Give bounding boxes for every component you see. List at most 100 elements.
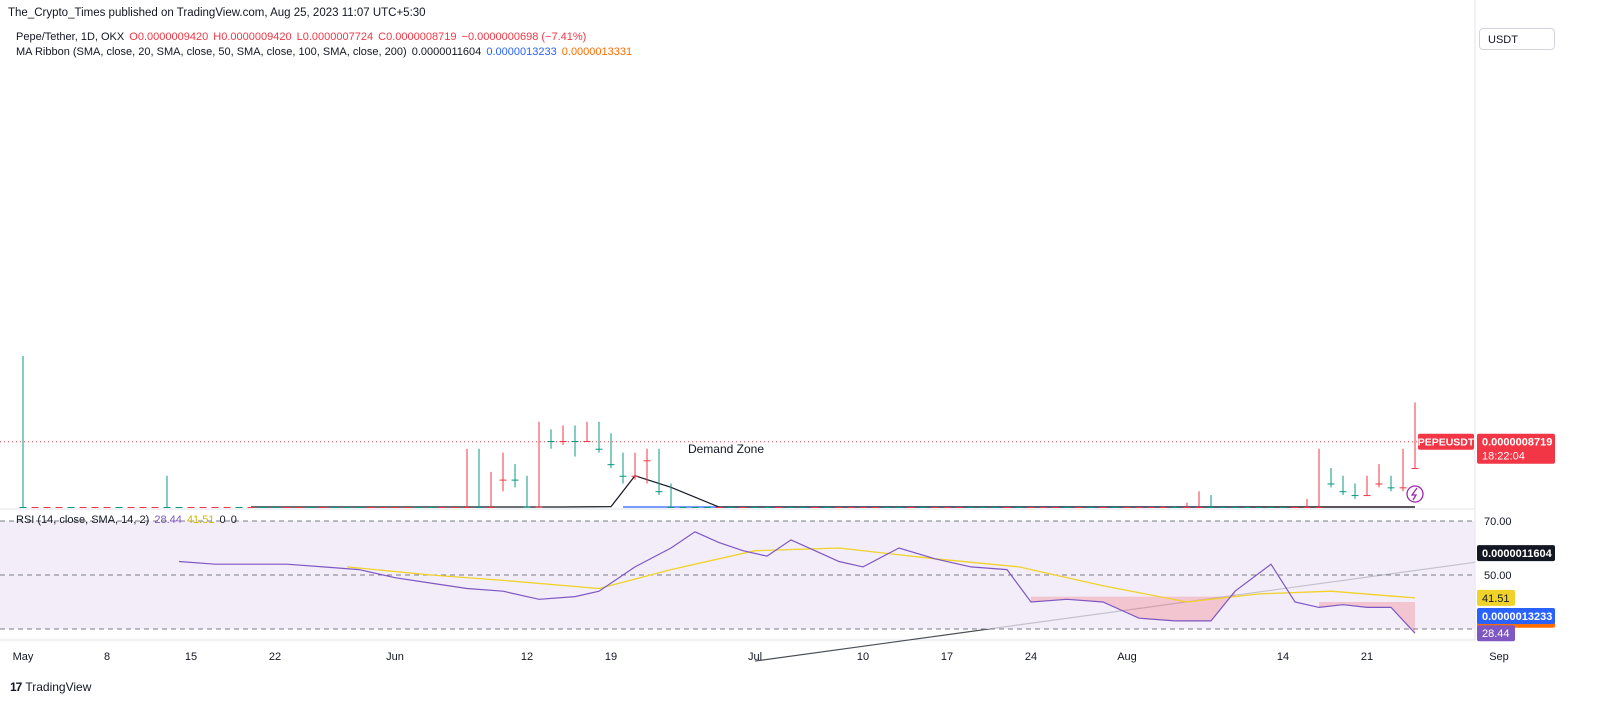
candle-body [583, 441, 591, 442]
symbol-name[interactable]: Pepe/Tether, 1D, OKX [16, 31, 125, 43]
candle-body [1183, 507, 1191, 508]
ma-ribbon-legend[interactable]: MA Ribbon (SMA, close, 20, SMA, close, 5… [16, 46, 634, 58]
candle-body [43, 507, 51, 508]
ohlc-open: O0.0000009420 [129, 31, 209, 43]
x-tick-label: May [13, 651, 34, 663]
candle-body [259, 507, 267, 508]
candle-body [619, 475, 627, 477]
rsi-zero-1: 0 [219, 514, 226, 526]
publisher-line: The_Crypto_Times published on TradingVie… [8, 7, 426, 19]
price-label-box [1477, 433, 1555, 464]
candle-body [823, 507, 831, 508]
candle-body [859, 507, 867, 508]
candle-body [691, 507, 699, 508]
candle-body [19, 507, 27, 508]
candle-body [1087, 507, 1095, 508]
candle-body [787, 507, 795, 508]
x-tick-label: 12 [521, 651, 533, 663]
price-label-box [1477, 608, 1555, 625]
rsi-value-label: 41.51 [1482, 593, 1510, 605]
ma-ribbon-label: MA Ribbon (SMA, close, 20, SMA, close, 5… [16, 46, 407, 58]
candle-body [151, 507, 159, 508]
candle-body [283, 507, 291, 508]
ma-value-3: 0.0000013331 [561, 46, 633, 58]
candle-body [907, 507, 915, 508]
x-tick-label: 10 [857, 651, 869, 663]
candle-body [1243, 507, 1251, 508]
rsi-value: 28.44 [154, 514, 182, 526]
candle-body [1111, 507, 1119, 508]
candle-body [799, 507, 807, 508]
candle-body [595, 448, 603, 450]
candle-body [427, 507, 435, 508]
rsi-sma-line [346, 547, 1416, 603]
candle-body [271, 507, 279, 508]
rsi-value-label-box [1477, 625, 1515, 642]
countdown-label: 18:22:04 [1482, 451, 1525, 463]
candle-body [31, 507, 39, 508]
x-tick-label: 17 [941, 651, 953, 663]
rsi-value-label-box [1477, 589, 1515, 606]
price-label: 0.0000011604 [1482, 548, 1553, 560]
rsi-tick-label: 50.00 [1484, 570, 1512, 582]
symbol-tag: PEPEUSDT [1418, 437, 1475, 449]
candle-body [991, 507, 999, 508]
candle-body [175, 507, 183, 508]
candle-body [1315, 507, 1323, 508]
candle-body [1231, 507, 1239, 508]
candle-body [1135, 507, 1143, 508]
ma-value-1: 0.0000011604 [411, 46, 482, 58]
candle-body [79, 507, 87, 508]
candle-body [127, 507, 135, 508]
candle-body [1063, 507, 1071, 508]
x-tick-label: Aug [1117, 651, 1137, 663]
candle-body [1279, 507, 1287, 508]
rsi-value-label: 28.44 [1482, 628, 1510, 640]
candle-body [379, 507, 387, 508]
candle-body [1123, 507, 1131, 508]
candle-body [1171, 507, 1179, 508]
ohlc-low: L0.0000007724 [296, 31, 374, 43]
flash-icon [1406, 485, 1424, 503]
candle-body [727, 507, 735, 508]
x-tick-label: Jul [748, 651, 762, 663]
candle-body [415, 507, 423, 508]
candle-body [1075, 507, 1083, 508]
candle-body [1339, 491, 1347, 493]
candle-body [871, 507, 879, 508]
tradingview-logo-icon: 17 [10, 680, 22, 694]
currency-button[interactable]: USDT [1479, 28, 1555, 50]
candle-body [1375, 483, 1383, 485]
candle-body [91, 507, 99, 508]
x-tick-label: 8 [104, 651, 110, 663]
candle-body [1147, 507, 1155, 508]
price-label-box [1477, 545, 1555, 562]
candle-body [1291, 507, 1299, 508]
candle-body [955, 507, 963, 508]
rsi-tick-label: 70.00 [1484, 516, 1512, 528]
candle-body [307, 507, 315, 508]
candle-body [763, 507, 771, 508]
candle-body [679, 507, 687, 508]
candle-body [355, 507, 363, 508]
candle-body [559, 441, 567, 442]
candle-body [643, 460, 651, 462]
candle-body [931, 507, 939, 508]
tradingview-logo[interactable]: 17 TradingView [10, 680, 91, 694]
x-tick-label: 24 [1025, 651, 1037, 663]
x-tick-label: Sep [1489, 651, 1509, 663]
candle-body [235, 507, 243, 508]
candle-body [919, 507, 927, 508]
rsi-legend[interactable]: RSI (14, close, SMA, 14, 2) 28.44 41.51 … [16, 514, 239, 526]
symbol-tag-box [1418, 433, 1474, 450]
candle-body [499, 479, 507, 481]
candle-body [547, 441, 555, 442]
candle-body [1363, 495, 1371, 497]
ohlc-close: C0.0000008719 [378, 31, 457, 43]
candle-body [1207, 507, 1215, 508]
candle-body [631, 475, 639, 477]
price-label: 0.0000008719 [1482, 437, 1552, 449]
candle-body [1303, 507, 1311, 508]
candle-body [319, 507, 327, 508]
